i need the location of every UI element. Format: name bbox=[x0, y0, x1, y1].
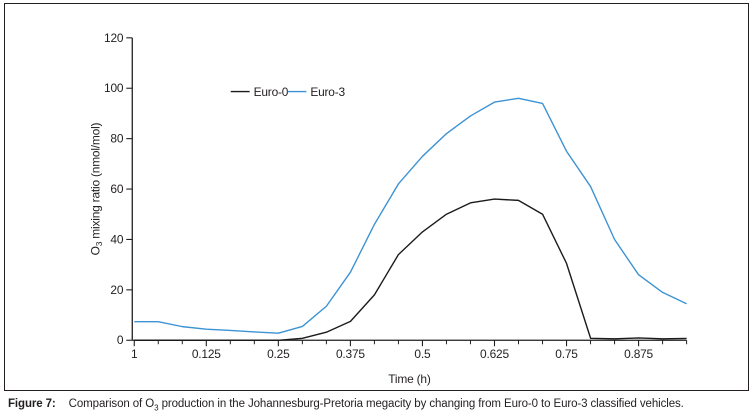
y-tick-label: 80 bbox=[110, 132, 123, 146]
figure-caption-text: Comparison of O3 production in the Johan… bbox=[68, 398, 684, 413]
caption-text-pre: Comparison of O bbox=[68, 398, 155, 410]
x-tick-label: 0.25 bbox=[267, 347, 290, 361]
caption-subscript: 3 bbox=[154, 403, 159, 413]
x-tick-label: 0.5 bbox=[414, 347, 431, 361]
figure-caption: Figure 7: Comparison of O3 production in … bbox=[8, 398, 748, 412]
x-tick-label: 0.375 bbox=[336, 347, 365, 361]
x-tick-label: 0.125 bbox=[192, 347, 221, 361]
series-euro-3-line bbox=[134, 97, 687, 334]
y-tick-label: 120 bbox=[104, 31, 124, 45]
x-axis-title: Time (h) bbox=[388, 372, 431, 386]
y-tick-label: 0 bbox=[117, 333, 124, 347]
x-tick-label: 0.75 bbox=[555, 347, 578, 361]
y-tick-label: 60 bbox=[110, 182, 123, 196]
y-tick-label: 100 bbox=[104, 81, 124, 95]
legend-label-euro-0: Euro-0 bbox=[254, 85, 289, 99]
y-tick-label: 40 bbox=[110, 232, 123, 246]
chart-frame: 0 20 40 60 80 100 120 1 0.125 0.25 0.375 0.5 0.625 0.… bbox=[4, 3, 749, 391]
legend-label-euro-3: Euro-3 bbox=[310, 85, 345, 99]
x-tick-label: 0.625 bbox=[480, 347, 509, 361]
x-tick-label: 0.875 bbox=[624, 347, 653, 361]
x-tick-label: 1 bbox=[131, 347, 138, 361]
line-chart: 0 20 40 60 80 100 120 1 0.125 0.25 0.375 0.5 0.625 0.… bbox=[88, 31, 688, 386]
y-tick-label: 20 bbox=[110, 283, 123, 297]
figure-caption-label: Figure 7: bbox=[8, 398, 56, 410]
series-euro-0-line bbox=[134, 198, 687, 341]
y-axis-title: O3 mixing ratio (nmol/mol) bbox=[88, 122, 103, 255]
caption-text-post: production in the Johannesburg-Pretoria … bbox=[158, 398, 684, 410]
